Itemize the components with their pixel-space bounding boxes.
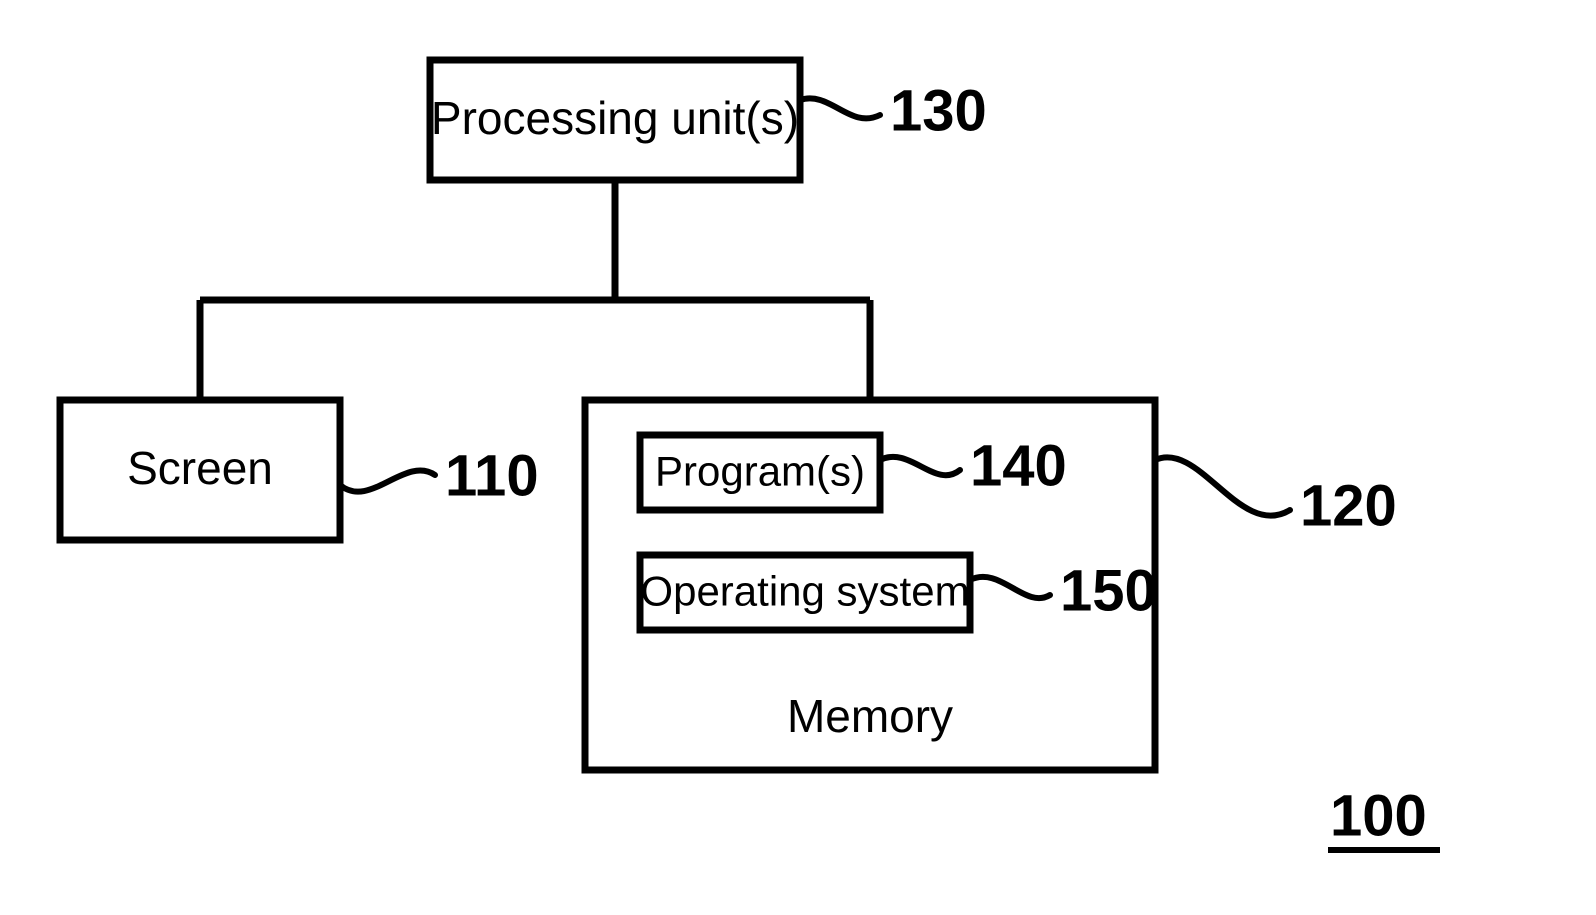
- svg-text:Memory: Memory: [787, 690, 953, 742]
- svg-text:Program(s): Program(s): [655, 448, 865, 495]
- svg-text:110: 110: [445, 443, 539, 508]
- svg-text:Processing unit(s): Processing unit(s): [431, 92, 799, 144]
- svg-text:150: 150: [1060, 558, 1157, 623]
- svg-text:140: 140: [970, 433, 1067, 498]
- svg-text:Screen: Screen: [127, 442, 273, 494]
- svg-text:Operating system: Operating system: [640, 568, 969, 615]
- svg-text:130: 130: [890, 78, 987, 143]
- svg-text:120: 120: [1300, 473, 1397, 538]
- svg-text:100: 100: [1330, 783, 1427, 848]
